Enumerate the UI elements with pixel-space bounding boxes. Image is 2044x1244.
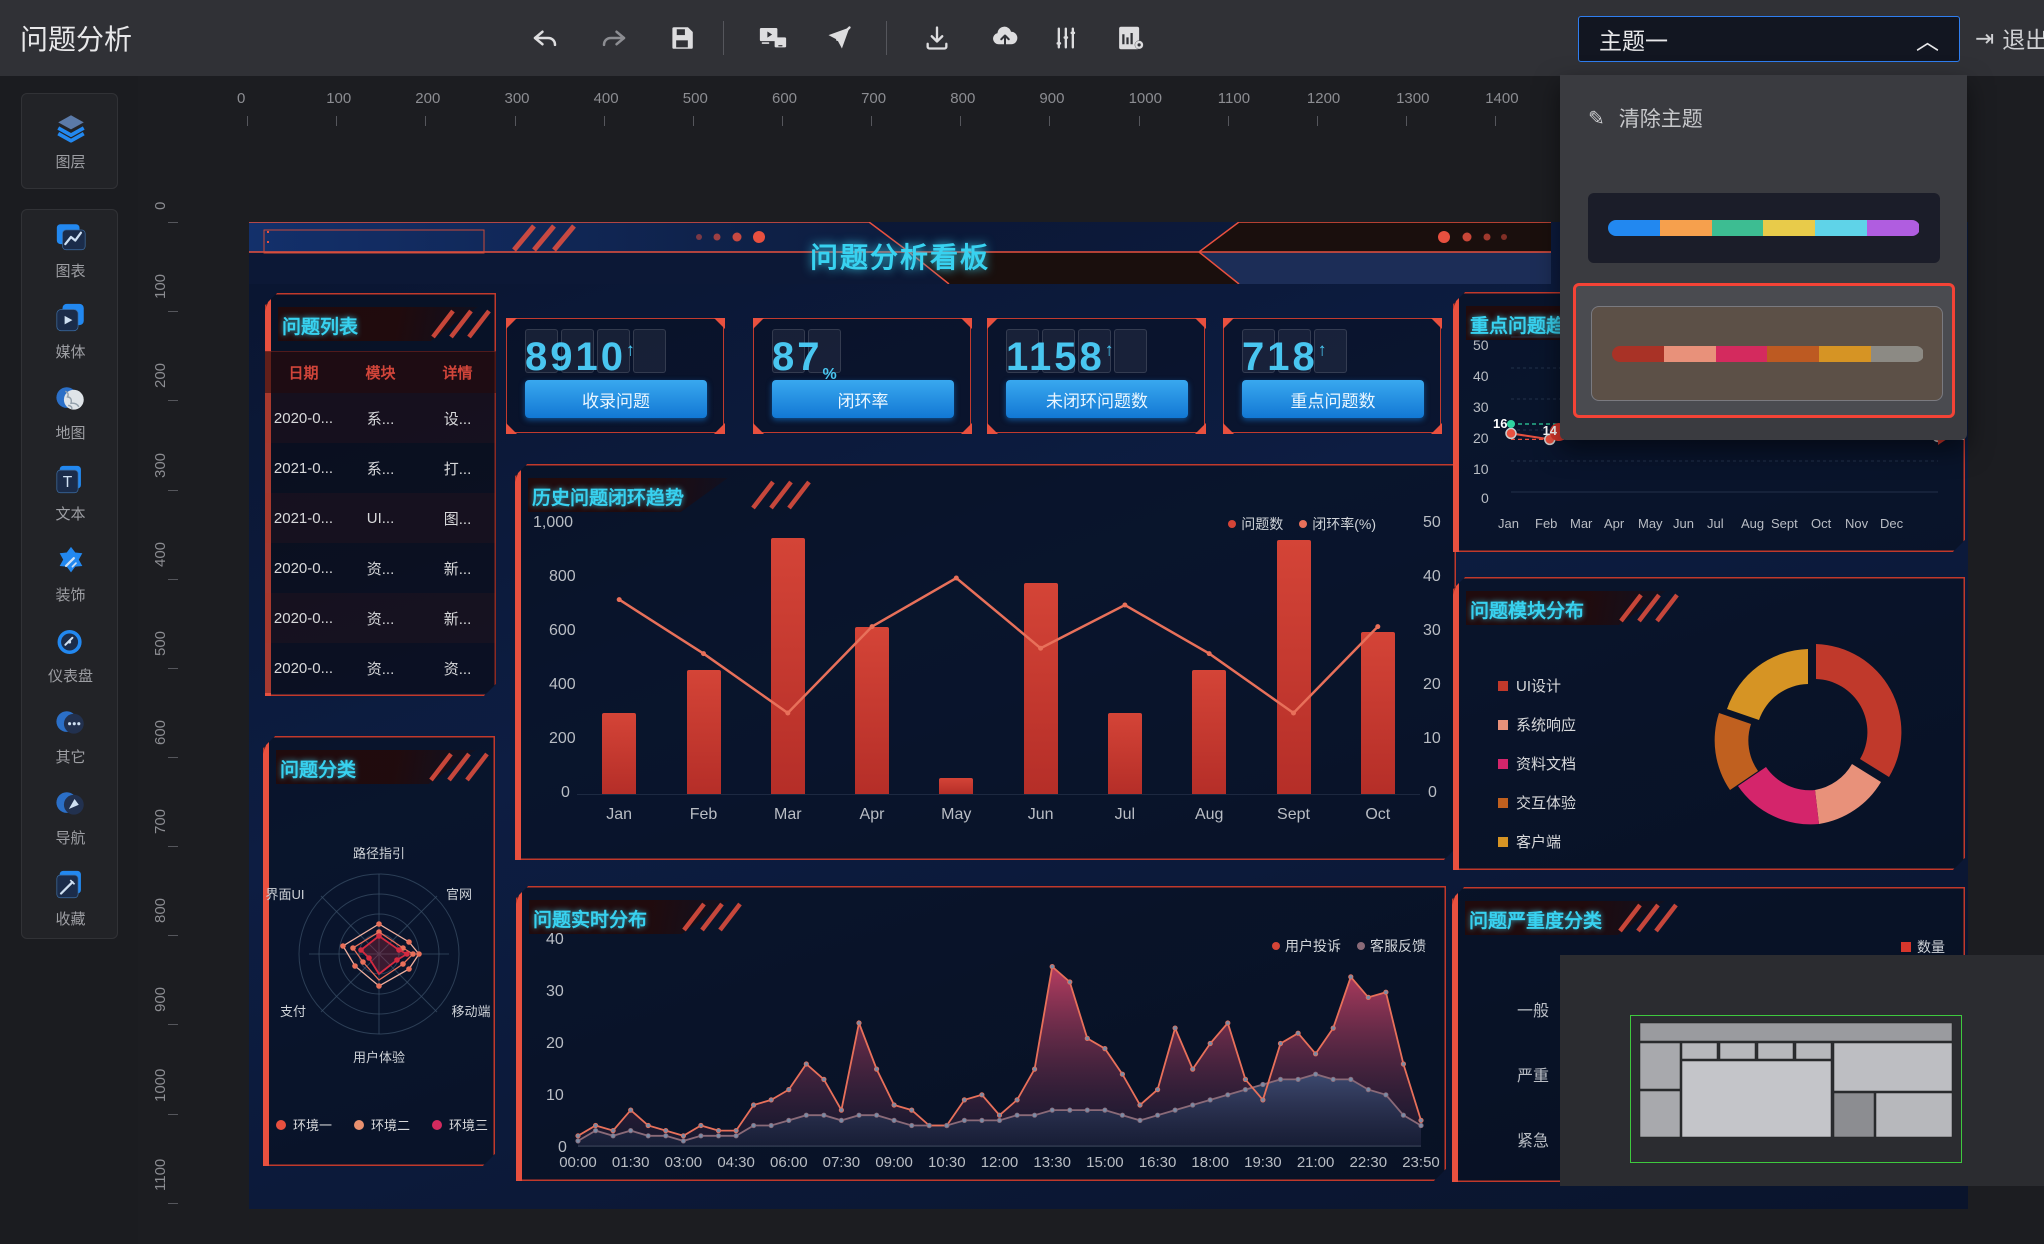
- svg-text:支付: 支付: [280, 1004, 306, 1019]
- svg-text:T: T: [62, 474, 72, 491]
- svg-text:环境二: 环境二: [371, 1118, 410, 1133]
- svg-text:环境一: 环境一: [293, 1118, 332, 1133]
- svg-text:界面UI: 界面UI: [265, 887, 304, 902]
- svg-text:路径指引: 路径指引: [353, 846, 405, 861]
- svg-text:16: 16: [1493, 416, 1507, 431]
- svg-text:用户体验: 用户体验: [353, 1050, 405, 1065]
- svg-text:官网: 官网: [446, 887, 472, 902]
- svg-text:环境三: 环境三: [449, 1118, 488, 1133]
- svg-text:移动端: 移动端: [451, 1004, 490, 1019]
- svg-text:14: 14: [1543, 423, 1558, 438]
